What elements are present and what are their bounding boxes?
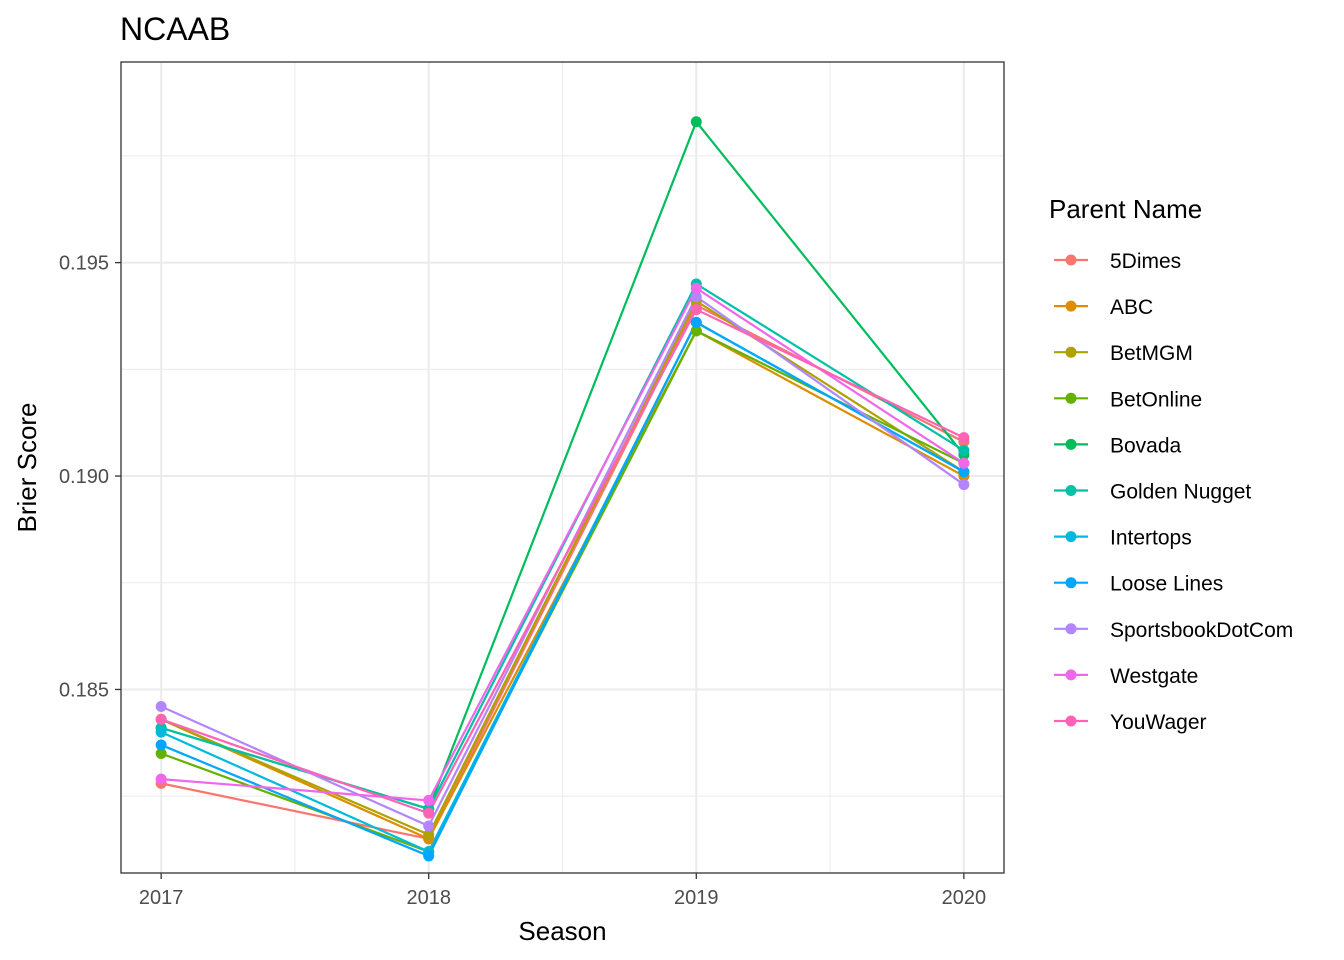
legend-key-point xyxy=(1065,346,1077,358)
legend-label: 5Dimes xyxy=(1110,250,1181,273)
series-points xyxy=(155,116,970,862)
data-point xyxy=(958,432,970,444)
data-point xyxy=(155,701,167,713)
legend-key-point xyxy=(1065,669,1077,681)
x-tick-label: 2018 xyxy=(406,887,451,909)
series-line-7 xyxy=(160,321,965,858)
data-point xyxy=(423,850,435,862)
x-axis: 2017 2018 2019 2020 xyxy=(139,873,986,909)
legend-title: Parent Name xyxy=(1049,194,1202,224)
data-point xyxy=(155,739,167,751)
data-point xyxy=(155,726,167,738)
series-line-10 xyxy=(160,308,965,815)
legend-label: SportsbookDotCom xyxy=(1110,619,1293,642)
data-point xyxy=(958,466,970,478)
data-point xyxy=(958,479,970,491)
legend-label: Golden Nugget xyxy=(1110,481,1251,504)
data-point xyxy=(155,713,167,725)
y-tick-label: 0.190 xyxy=(59,466,109,488)
legend-label: Westgate xyxy=(1110,665,1198,688)
y-tick-label: 0.185 xyxy=(59,679,109,701)
data-point xyxy=(958,444,970,456)
x-tick-label: 2017 xyxy=(139,887,184,909)
legend-label: BetMGM xyxy=(1110,342,1193,365)
legend-key-point xyxy=(1065,485,1077,496)
data-point xyxy=(690,291,702,303)
data-point xyxy=(423,820,435,832)
legend-key-point xyxy=(1065,531,1077,543)
x-axis-title: Season xyxy=(518,916,606,946)
legend-key-point xyxy=(1065,254,1077,266)
x-tick-label: 2020 xyxy=(942,887,987,909)
data-point xyxy=(690,325,702,337)
data-point xyxy=(155,747,167,759)
legend-label: Loose Lines xyxy=(1110,573,1223,596)
data-point xyxy=(690,116,702,128)
series-lines xyxy=(160,120,965,858)
data-point xyxy=(690,316,702,328)
legend-key-point xyxy=(1065,623,1077,635)
legend-key-point xyxy=(1065,300,1077,312)
legend: Parent Name 5Dimes ABC BetMGM BetOnline Bova… xyxy=(1049,194,1293,734)
legend-key-point xyxy=(1065,392,1077,404)
data-point xyxy=(155,773,167,785)
legend-key-point xyxy=(1065,438,1077,450)
legend-label: Bovada xyxy=(1110,434,1182,457)
legend-label: BetOnline xyxy=(1110,388,1202,411)
y-tick-label: 0.195 xyxy=(59,253,109,275)
chart-title: NCAAB xyxy=(120,11,230,47)
series-line-2 xyxy=(160,299,965,836)
legend-label: ABC xyxy=(1110,296,1153,319)
legend-label: YouWager xyxy=(1110,711,1207,734)
y-axis-title: Brier Score xyxy=(12,402,42,532)
data-point xyxy=(690,304,702,316)
data-point xyxy=(423,807,435,819)
data-point xyxy=(423,794,435,806)
legend-label: Intertops xyxy=(1110,527,1192,550)
data-point xyxy=(423,829,435,841)
legend-key-point xyxy=(1065,577,1077,589)
series-line-9 xyxy=(161,287,965,802)
data-point xyxy=(958,457,970,469)
plot-border xyxy=(120,61,1005,874)
data-point xyxy=(690,282,702,294)
legend-key-point xyxy=(1065,715,1077,727)
x-tick-label: 2019 xyxy=(674,887,719,909)
y-axis: 0.185 0.190 0.195 xyxy=(59,253,121,701)
